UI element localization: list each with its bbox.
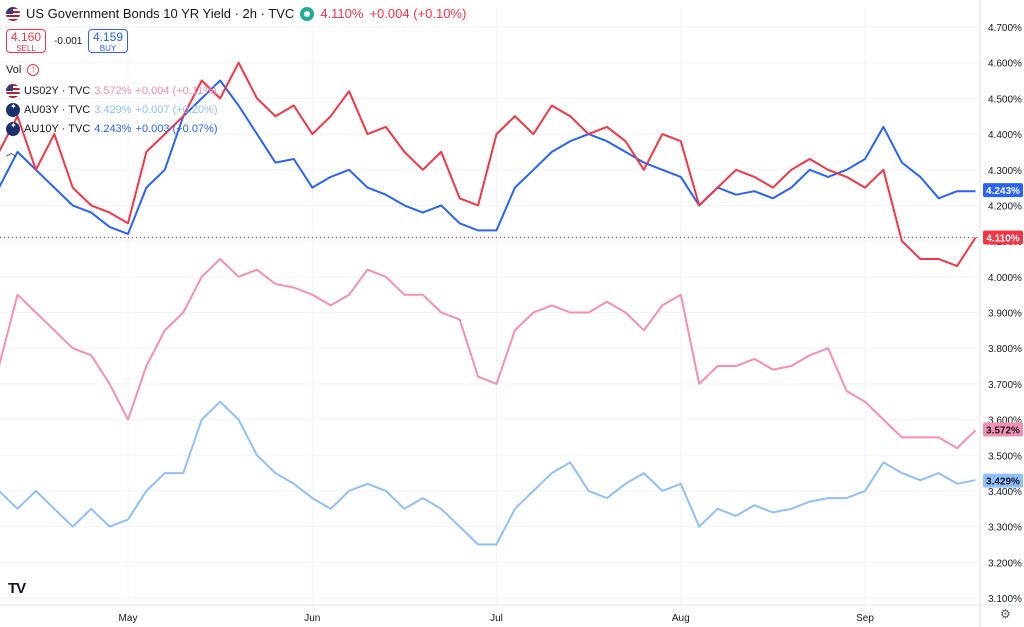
header-price: 4.110% (320, 6, 364, 21)
buy-price: 4.159 (92, 30, 124, 44)
legend-us02y[interactable]: US02Y · TVC 3.572% +0.004 (+0.11%) (6, 84, 217, 98)
legend-symbol: AU10Y · TVC (24, 123, 91, 135)
legend-change: +0.007 (+0.20%) (135, 104, 218, 116)
badge-background (983, 422, 1023, 437)
market-open-icon[interactable] (300, 6, 315, 21)
y-tick-label: 4.000% (988, 273, 1022, 284)
y-tick-label: 3.300% (988, 523, 1022, 534)
price-axis[interactable]: 4.700%4.600%4.500%4.400%4.300%4.200%4.10… (988, 23, 1022, 605)
vol-label: Vol (6, 64, 22, 76)
badge-background (983, 473, 1023, 488)
legend-change: +0.004 (+0.11%) (135, 85, 217, 97)
time-axis[interactable]: May Jun Jul Aug Sep (119, 613, 875, 624)
legend-value: 3.572% (94, 85, 132, 97)
line-au03y[interactable] (0, 400, 976, 546)
spread-value: -0.001 (54, 36, 83, 47)
hidden-eye-icon[interactable]: ! (27, 64, 40, 76)
last-value-badges: 4.110% 3.572% 3.429% 4.243% (983, 183, 1023, 488)
line-us02y[interactable] (0, 258, 977, 450)
badge-background (983, 230, 1023, 245)
chart-header: US Government Bonds 10 YR Yield · 2h · T… (6, 6, 466, 21)
last-value-badge: 4.110% (983, 230, 1023, 245)
last-value-badge: 4.243% (983, 183, 1023, 198)
y-tick-label: 3.600% (988, 416, 1022, 427)
y-tick-label: 4.200% (988, 201, 1022, 212)
us-flag-icon (6, 84, 20, 98)
au-flag-icon (6, 122, 20, 136)
collapse-legend-icon[interactable]: ︿ (6, 148, 16, 159)
legend-value: 4.243% (94, 123, 132, 135)
y-tick-label: 3.800% (988, 344, 1022, 355)
us-flag-icon (6, 6, 20, 21)
legend-au10y[interactable]: AU10Y · TVC 4.243% +0.003 (+0.07%) (6, 122, 218, 136)
badge-background (983, 183, 1023, 198)
y-tick-label: 3.700% (988, 380, 1022, 391)
last-value-badge: 3.429% (983, 473, 1023, 488)
tradingview-logo: TV (8, 580, 26, 597)
au-flag-icon (6, 103, 20, 117)
legend-symbol: US02Y · TVC (24, 85, 91, 97)
sell-price: 4.160 (10, 30, 42, 44)
y-tick-label: 4.600% (988, 59, 1022, 70)
y-tick-label: 3.500% (988, 451, 1022, 462)
line-us10y[interactable] (0, 61, 977, 268)
x-tick-label: Jul (490, 613, 503, 624)
header-change: +0.004 (+0.10%) (369, 6, 467, 21)
x-tick-label: Aug (672, 613, 690, 624)
y-tick-label: 4.700% (988, 23, 1022, 34)
x-tick-label: May (119, 613, 138, 624)
legend-symbol: AU03Y · TVC (24, 104, 91, 116)
series-lines (0, 61, 977, 546)
sell-button[interactable]: 4.160 SELL (6, 29, 46, 53)
legend-change: +0.003 (+0.07%) (135, 123, 218, 135)
line-au10y[interactable] (0, 79, 976, 235)
x-tick-label: Sep (856, 613, 874, 624)
x-tick-label: Jun (304, 613, 320, 624)
y-tick-label: 4.300% (988, 166, 1022, 177)
last-value-badge: 3.572% (983, 422, 1023, 437)
y-tick-label: 3.100% (988, 594, 1022, 605)
volume-legend[interactable]: Vol ! (6, 64, 40, 76)
y-tick-label: 3.200% (988, 558, 1022, 569)
badge-text: 4.110% (986, 234, 1019, 245)
y-tick-label: 3.900% (988, 309, 1022, 320)
legend-value: 3.429% (94, 104, 132, 116)
legend-au03y[interactable]: AU03Y · TVC 3.429% +0.007 (+0.20%) (6, 103, 218, 117)
buy-button[interactable]: 4.159 BUY (88, 29, 128, 53)
badge-text: 4.243% (986, 186, 1020, 197)
badge-text: 3.429% (986, 477, 1020, 488)
badge-text: 3.572% (986, 426, 1020, 437)
y-tick-label: 3.400% (988, 487, 1022, 498)
chart-title: US Government Bonds 10 YR Yield · 2h · T… (26, 6, 295, 21)
y-tick-label: 4.500% (988, 94, 1022, 105)
y-tick-label: 4.400% (988, 130, 1022, 141)
buy-label: BUY (99, 44, 117, 53)
sell-label: SELL (16, 44, 36, 53)
settings-gear-icon[interactable]: ⚙ (1000, 607, 1011, 621)
